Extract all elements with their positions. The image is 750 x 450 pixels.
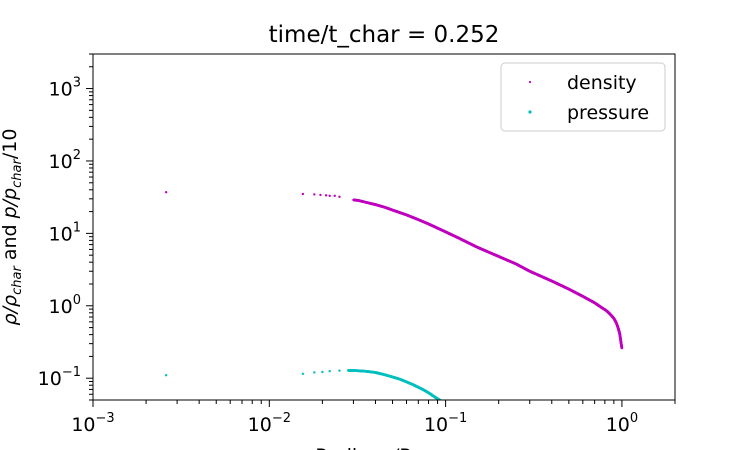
pressure-point	[338, 369, 341, 372]
x-tick-label: 10−1	[424, 411, 467, 436]
series-density	[164, 191, 624, 350]
pressure-point	[313, 371, 316, 374]
legend-box	[500, 62, 666, 132]
y-tick-label: 100	[49, 293, 81, 318]
series-pressure	[164, 369, 443, 400]
density-point	[328, 194, 331, 198]
pressure-point	[328, 369, 331, 373]
y-tick-label: 102	[49, 148, 81, 173]
x-tick-label: 10−2	[248, 411, 291, 436]
legend-label-pressure: pressure	[567, 102, 649, 124]
density-point	[333, 194, 336, 198]
density-point	[324, 194, 328, 197]
y-tick-label: 101	[49, 220, 81, 245]
density-point	[338, 195, 341, 198]
x-tick-label: 10−3	[71, 411, 114, 436]
density-point	[301, 192, 305, 196]
pressure-point	[321, 370, 324, 374]
y-tick-label: 103	[49, 76, 81, 101]
pressure-point	[164, 374, 168, 377]
x-tick-label: 100	[606, 411, 638, 436]
density-point	[620, 346, 624, 349]
x-axis-label: Radius r/R	[315, 445, 412, 450]
legend-marker-density	[528, 80, 532, 84]
y-tick-label: 10−1	[38, 365, 81, 390]
density-point	[313, 193, 316, 196]
legend-label-density: density	[567, 72, 637, 94]
plot-frame	[92, 53, 676, 401]
density-point	[164, 191, 168, 194]
legend-marker-pressure	[528, 110, 532, 114]
density-point	[319, 193, 322, 197]
y-axis-label: ρ/ρchar and p/pchar/10	[0, 129, 25, 326]
pressure-point	[301, 372, 305, 376]
chart-title: time/t_char = 0.252	[269, 22, 500, 48]
